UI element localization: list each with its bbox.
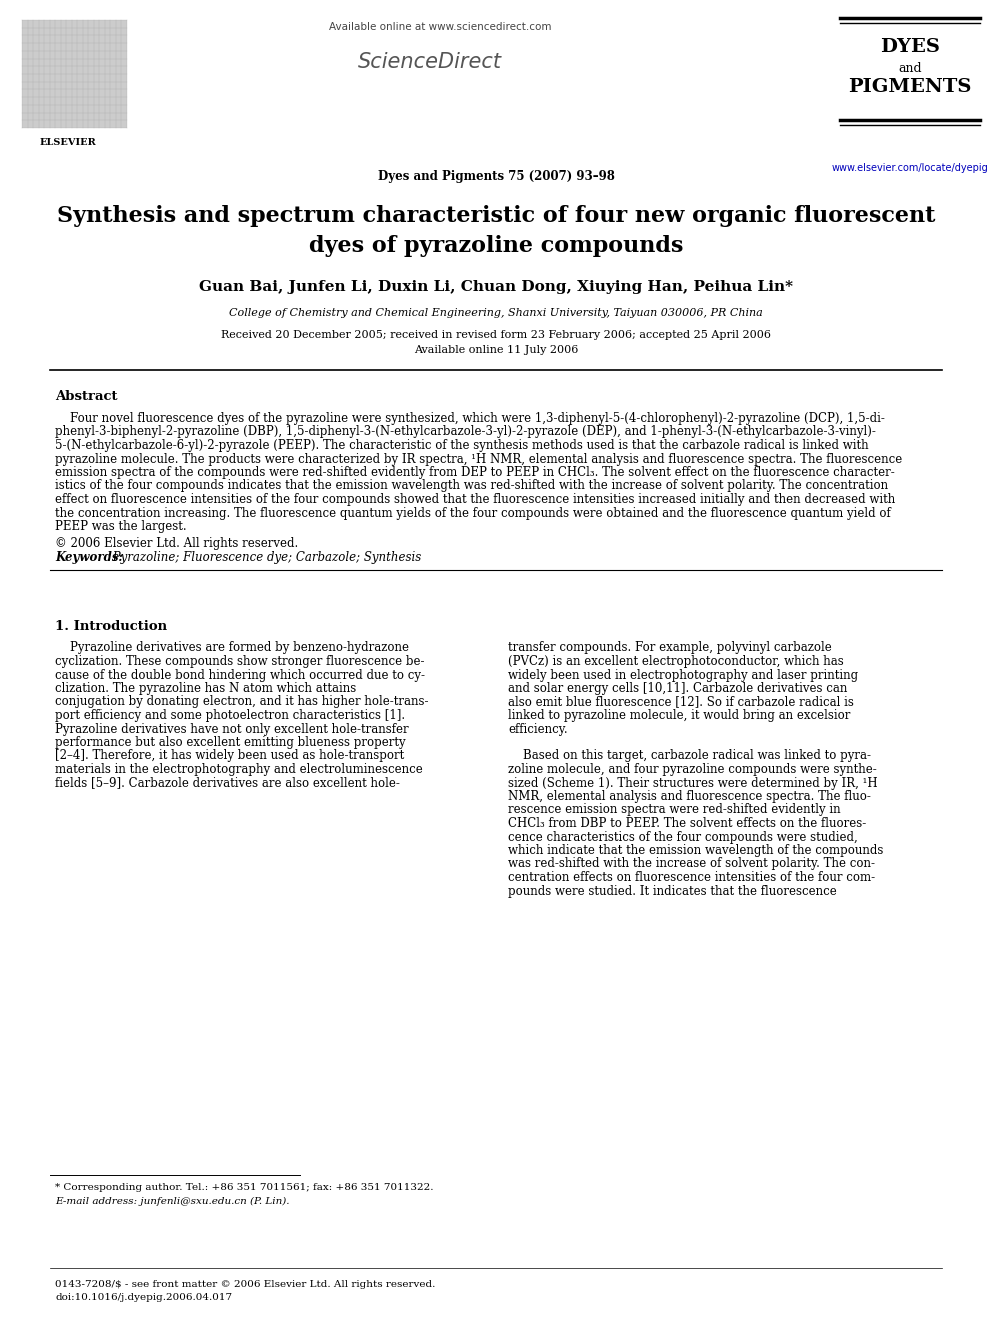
Text: Dyes and Pigments 75 (2007) 93–98: Dyes and Pigments 75 (2007) 93–98 [378, 169, 614, 183]
Text: PEEP was the largest.: PEEP was the largest. [55, 520, 186, 533]
Text: rescence emission spectra were red-shifted evidently in: rescence emission spectra were red-shift… [508, 803, 840, 816]
Text: phenyl-3-biphenyl-2-pyrazoline (DBP), 1,5-diphenyl-3-(N-ethylcarbazole-3-yl)-2-p: phenyl-3-biphenyl-2-pyrazoline (DBP), 1,… [55, 426, 876, 438]
Text: Guan Bai, Junfen Li, Duxin Li, Chuan Dong, Xiuying Han, Peihua Lin*: Guan Bai, Junfen Li, Duxin Li, Chuan Don… [199, 280, 793, 294]
Text: Abstract: Abstract [55, 390, 117, 404]
Text: clization. The pyrazoline has N atom which attains: clization. The pyrazoline has N atom whi… [55, 681, 356, 695]
Text: ELSEVIER: ELSEVIER [40, 138, 96, 147]
Text: conjugation by donating electron, and it has higher hole-trans-: conjugation by donating electron, and it… [55, 696, 429, 709]
Text: emission spectra of the compounds were red-shifted evidently from DEP to PEEP in: emission spectra of the compounds were r… [55, 466, 895, 479]
Text: performance but also excellent emitting blueness property: performance but also excellent emitting … [55, 736, 406, 749]
Text: 1. Introduction: 1. Introduction [55, 619, 167, 632]
Text: Available online 11 July 2006: Available online 11 July 2006 [414, 345, 578, 355]
Text: Based on this target, carbazole radical was linked to pyra-: Based on this target, carbazole radical … [508, 750, 871, 762]
Text: effect on fluorescence intensities of the four compounds showed that the fluores: effect on fluorescence intensities of th… [55, 493, 895, 505]
Text: 5-(N-ethylcarbazole-6-yl)-2-pyrazole (PEEP). The characteristic of the synthesis: 5-(N-ethylcarbazole-6-yl)-2-pyrazole (PE… [55, 439, 869, 452]
Text: transfer compounds. For example, polyvinyl carbazole: transfer compounds. For example, polyvin… [508, 642, 831, 655]
Text: [2–4]. Therefore, it has widely been used as hole-transport: [2–4]. Therefore, it has widely been use… [55, 750, 405, 762]
Text: pyrazoline molecule. The products were characterized by IR spectra, ¹H NMR, elem: pyrazoline molecule. The products were c… [55, 452, 903, 466]
Text: * Corresponding author. Tel.: +86 351 7011561; fax: +86 351 7011322.: * Corresponding author. Tel.: +86 351 70… [55, 1183, 434, 1192]
Text: cence characteristics of the four compounds were studied,: cence characteristics of the four compou… [508, 831, 858, 844]
Text: Synthesis and spectrum characteristic of four new organic fluorescent: Synthesis and spectrum characteristic of… [57, 205, 935, 228]
Text: dyes of pyrazoline compounds: dyes of pyrazoline compounds [309, 235, 683, 257]
Text: zoline molecule, and four pyrazoline compounds were synthe-: zoline molecule, and four pyrazoline com… [508, 763, 877, 777]
Text: Pyrazoline; Fluorescence dye; Carbazole; Synthesis: Pyrazoline; Fluorescence dye; Carbazole;… [109, 552, 422, 565]
Text: © 2006 Elsevier Ltd. All rights reserved.: © 2006 Elsevier Ltd. All rights reserved… [55, 537, 299, 550]
Text: PIGMENTS: PIGMENTS [848, 78, 972, 97]
Text: www.elsevier.com/locate/dyepig: www.elsevier.com/locate/dyepig [831, 163, 988, 173]
Text: which indicate that the emission wavelength of the compounds: which indicate that the emission wavelen… [508, 844, 883, 857]
Text: ScienceDirect: ScienceDirect [358, 52, 502, 71]
Text: efficiency.: efficiency. [508, 722, 567, 736]
Text: widely been used in electrophotography and laser printing: widely been used in electrophotography a… [508, 668, 858, 681]
Text: College of Chemistry and Chemical Engineering, Shanxi University, Taiyuan 030006: College of Chemistry and Chemical Engine… [229, 308, 763, 318]
Text: cyclization. These compounds show stronger fluorescence be-: cyclization. These compounds show strong… [55, 655, 425, 668]
Text: (PVCz) is an excellent electrophotoconductor, which has: (PVCz) is an excellent electrophotocondu… [508, 655, 844, 668]
Text: Available online at www.sciencedirect.com: Available online at www.sciencedirect.co… [328, 22, 552, 32]
Text: centration effects on fluorescence intensities of the four com-: centration effects on fluorescence inten… [508, 871, 875, 884]
Bar [22, 20, 127, 128]
Text: doi:10.1016/j.dyepig.2006.04.017: doi:10.1016/j.dyepig.2006.04.017 [55, 1293, 232, 1302]
Text: and solar energy cells [10,11]. Carbazole derivatives can: and solar energy cells [10,11]. Carbazol… [508, 681, 847, 695]
Text: fields [5–9]. Carbazole derivatives are also excellent hole-: fields [5–9]. Carbazole derivatives are … [55, 777, 400, 790]
Text: Received 20 December 2005; received in revised form 23 February 2006; accepted 2: Received 20 December 2005; received in r… [221, 329, 771, 340]
Text: cause of the double bond hindering which occurred due to cy-: cause of the double bond hindering which… [55, 668, 425, 681]
Text: NMR, elemental analysis and fluorescence spectra. The fluo-: NMR, elemental analysis and fluorescence… [508, 790, 871, 803]
Text: istics of the four compounds indicates that the emission wavelength was red-shif: istics of the four compounds indicates t… [55, 479, 888, 492]
Text: sized (Scheme 1). Their structures were determined by IR, ¹H: sized (Scheme 1). Their structures were … [508, 777, 878, 790]
Text: was red-shifted with the increase of solvent polarity. The con-: was red-shifted with the increase of sol… [508, 857, 875, 871]
Text: also emit blue fluorescence [12]. So if carbazole radical is: also emit blue fluorescence [12]. So if … [508, 696, 854, 709]
Text: port efficiency and some photoelectron characteristics [1].: port efficiency and some photoelectron c… [55, 709, 405, 722]
Text: linked to pyrazoline molecule, it would bring an excelsior: linked to pyrazoline molecule, it would … [508, 709, 850, 722]
Text: Pyrazoline derivatives have not only excellent hole-transfer: Pyrazoline derivatives have not only exc… [55, 722, 409, 736]
Text: the concentration increasing. The fluorescence quantum yields of the four compou: the concentration increasing. The fluore… [55, 507, 891, 520]
Text: materials in the electrophotography and electroluminescence: materials in the electrophotography and … [55, 763, 423, 777]
Text: Pyrazoline derivatives are formed by benzeno-hydrazone: Pyrazoline derivatives are formed by ben… [55, 642, 409, 655]
Text: CHCl₃ from DBP to PEEP. The solvent effects on the fluores-: CHCl₃ from DBP to PEEP. The solvent effe… [508, 818, 866, 830]
Text: Keywords:: Keywords: [55, 552, 123, 565]
Text: E-mail address: junfenli@sxu.edu.cn (P. Lin).: E-mail address: junfenli@sxu.edu.cn (P. … [55, 1197, 290, 1207]
Text: pounds were studied. It indicates that the fluorescence: pounds were studied. It indicates that t… [508, 885, 836, 897]
Text: Four novel fluorescence dyes of the pyrazoline were synthesized, which were 1,3-: Four novel fluorescence dyes of the pyra… [55, 411, 885, 425]
Text: 0143-7208/$ - see front matter © 2006 Elsevier Ltd. All rights reserved.: 0143-7208/$ - see front matter © 2006 El… [55, 1279, 435, 1289]
Text: DYES: DYES [880, 38, 940, 56]
Text: and: and [898, 62, 922, 75]
